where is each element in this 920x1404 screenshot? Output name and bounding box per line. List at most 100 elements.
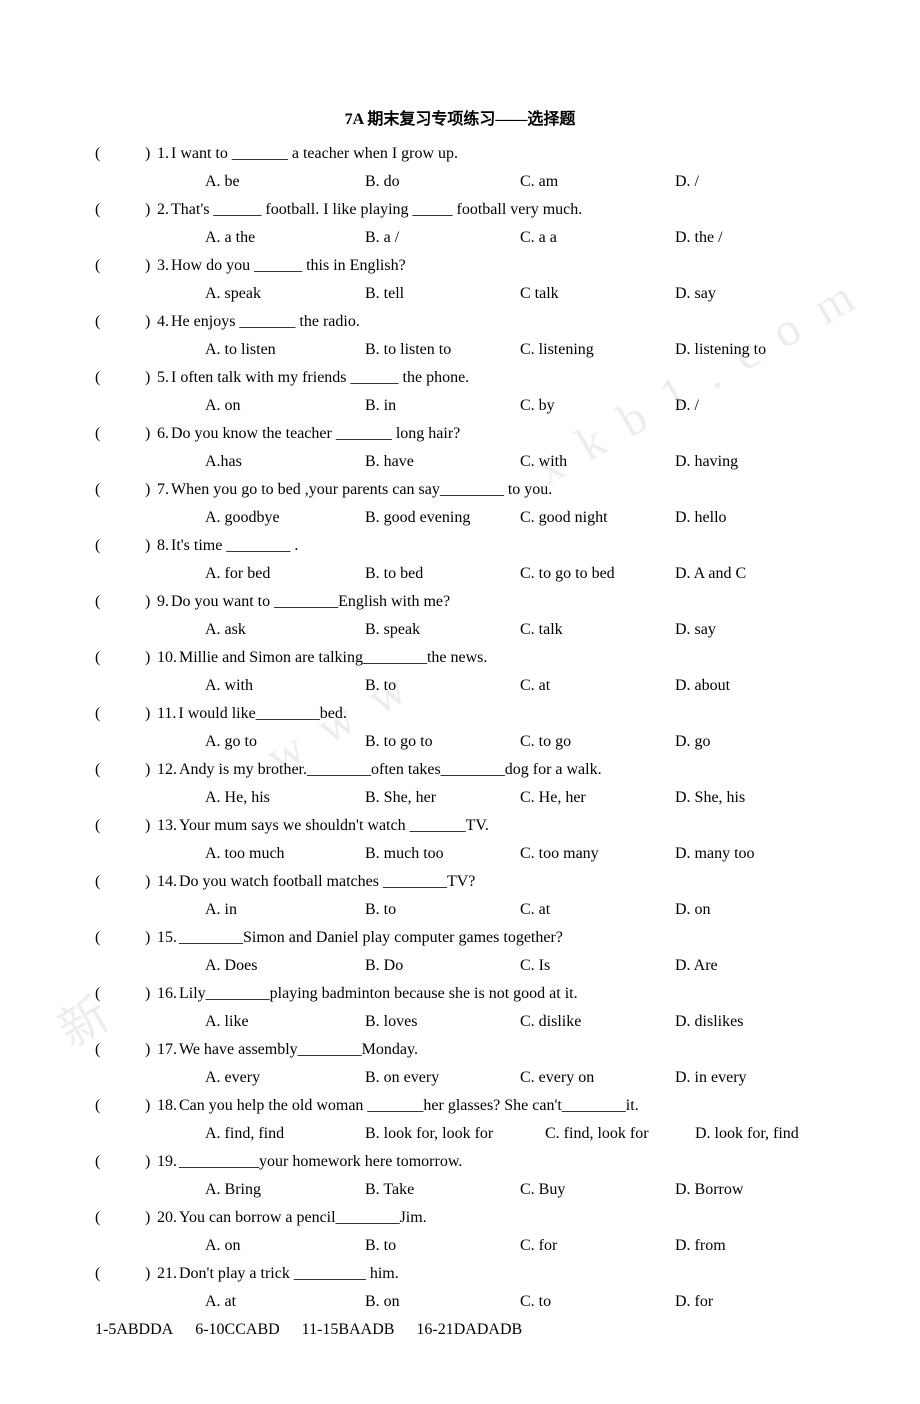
option-c[interactable]: C. to go bbox=[520, 728, 675, 756]
option-d[interactable]: D. Are bbox=[675, 952, 718, 980]
option-a[interactable]: A. speak bbox=[205, 280, 365, 308]
option-b[interactable]: B. to bbox=[365, 672, 520, 700]
question-stem-line: () 13. Your mum says we shouldn't watch … bbox=[95, 812, 825, 840]
question-number: 16. bbox=[157, 980, 177, 1008]
option-a[interactable]: A. Bring bbox=[205, 1176, 365, 1204]
answer-range-1: 1-5ABDDA bbox=[95, 1321, 173, 1338]
option-d[interactable]: D. the / bbox=[675, 224, 723, 252]
option-a[interactable]: A. goodbye bbox=[205, 504, 365, 532]
option-c[interactable]: C. He, her bbox=[520, 784, 675, 812]
option-c[interactable]: C. at bbox=[520, 896, 675, 924]
answer-range-4: 16-21DADADB bbox=[416, 1321, 522, 1338]
option-d[interactable]: D. go bbox=[675, 728, 711, 756]
option-d[interactable]: D. / bbox=[675, 168, 699, 196]
option-c[interactable]: C. at bbox=[520, 672, 675, 700]
option-c[interactable]: C talk bbox=[520, 280, 675, 308]
option-d[interactable]: D. for bbox=[675, 1288, 713, 1316]
option-d[interactable]: D. on bbox=[675, 896, 711, 924]
option-a[interactable]: A. at bbox=[205, 1288, 365, 1316]
option-d[interactable]: D. hello bbox=[675, 504, 727, 532]
option-a[interactable]: A. find, find bbox=[205, 1120, 365, 1148]
option-b[interactable]: B. Take bbox=[365, 1176, 520, 1204]
option-a[interactable]: A. every bbox=[205, 1064, 365, 1092]
option-c[interactable]: C. a a bbox=[520, 224, 675, 252]
option-c[interactable]: C. good night bbox=[520, 504, 675, 532]
option-b[interactable]: B. do bbox=[365, 168, 520, 196]
option-b[interactable]: B. much too bbox=[365, 840, 520, 868]
question-stem: Your mum says we shouldn't watch _______… bbox=[179, 812, 489, 840]
option-c[interactable]: C. to go to bed bbox=[520, 560, 675, 588]
option-c[interactable]: C. Is bbox=[520, 952, 675, 980]
option-b[interactable]: B. tell bbox=[365, 280, 520, 308]
option-d[interactable]: D. having bbox=[675, 448, 738, 476]
question-stem: When you go to bed ,your parents can say… bbox=[171, 476, 552, 504]
question-item: () 15. ________Simon and Daniel play com… bbox=[95, 924, 825, 980]
option-b[interactable]: B. Do bbox=[365, 952, 520, 980]
option-d[interactable]: D. / bbox=[675, 392, 699, 420]
option-c[interactable]: C. to bbox=[520, 1288, 675, 1316]
option-a[interactable]: A. too much bbox=[205, 840, 365, 868]
option-b[interactable]: B. on every bbox=[365, 1064, 520, 1092]
option-d[interactable]: D. many too bbox=[675, 840, 755, 868]
option-a[interactable]: A. go to bbox=[205, 728, 365, 756]
option-d[interactable]: D. about bbox=[675, 672, 730, 700]
option-d[interactable]: D. say bbox=[675, 616, 716, 644]
option-d[interactable]: D. dislikes bbox=[675, 1008, 743, 1036]
option-b[interactable]: B. look for, look for bbox=[365, 1120, 545, 1148]
option-c[interactable]: C. by bbox=[520, 392, 675, 420]
option-a[interactable]: A. for bed bbox=[205, 560, 365, 588]
question-stem-line: () 7. When you go to bed ,your parents c… bbox=[95, 476, 825, 504]
question-stem: Lily________playing badminton because sh… bbox=[179, 980, 578, 1008]
option-a[interactable]: A. like bbox=[205, 1008, 365, 1036]
option-d[interactable]: D. Borrow bbox=[675, 1176, 743, 1204]
option-a[interactable]: A. on bbox=[205, 1232, 365, 1260]
option-d[interactable]: D. from bbox=[675, 1232, 726, 1260]
option-a[interactable]: A. ask bbox=[205, 616, 365, 644]
option-a[interactable]: A.has bbox=[205, 448, 365, 476]
option-c[interactable]: C. with bbox=[520, 448, 675, 476]
option-d[interactable]: D. She, his bbox=[675, 784, 745, 812]
option-b[interactable]: B. good evening bbox=[365, 504, 520, 532]
option-b[interactable]: B. to listen to bbox=[365, 336, 520, 364]
option-b[interactable]: B. a / bbox=[365, 224, 520, 252]
option-c[interactable]: C. for bbox=[520, 1232, 675, 1260]
option-b[interactable]: B. to bed bbox=[365, 560, 520, 588]
question-item: () 17. We have assembly________Monday.A.… bbox=[95, 1036, 825, 1092]
option-b[interactable]: B. in bbox=[365, 392, 520, 420]
option-a[interactable]: A. with bbox=[205, 672, 365, 700]
option-c[interactable]: C. find, look for bbox=[545, 1120, 695, 1148]
question-number: 18. bbox=[157, 1092, 177, 1120]
option-b[interactable]: B. to go to bbox=[365, 728, 520, 756]
option-a[interactable]: A. a the bbox=[205, 224, 365, 252]
question-item: () 4. He enjoys _______ the radio.A. to … bbox=[95, 308, 825, 364]
option-d[interactable]: D. say bbox=[675, 280, 716, 308]
option-c[interactable]: C. dislike bbox=[520, 1008, 675, 1036]
option-a[interactable]: A. in bbox=[205, 896, 365, 924]
option-b[interactable]: B. loves bbox=[365, 1008, 520, 1036]
paren-open: ( bbox=[95, 252, 107, 280]
option-c[interactable]: C. too many bbox=[520, 840, 675, 868]
option-b[interactable]: B. to bbox=[365, 1232, 520, 1260]
option-d[interactable]: D. listening to bbox=[675, 336, 766, 364]
option-d[interactable]: D. in every bbox=[675, 1064, 747, 1092]
option-d[interactable]: D. A and C bbox=[675, 560, 746, 588]
option-c[interactable]: C. Buy bbox=[520, 1176, 675, 1204]
option-c[interactable]: C. listening bbox=[520, 336, 675, 364]
option-a[interactable]: A. on bbox=[205, 392, 365, 420]
option-b[interactable]: B. have bbox=[365, 448, 520, 476]
option-a[interactable]: A. to listen bbox=[205, 336, 365, 364]
option-b[interactable]: B. on bbox=[365, 1288, 520, 1316]
question-number: 5. bbox=[157, 364, 169, 392]
option-a[interactable]: A. Does bbox=[205, 952, 365, 980]
options-row: A. find, findB. look for, look forC. fin… bbox=[205, 1120, 825, 1148]
option-a[interactable]: A. be bbox=[205, 168, 365, 196]
option-b[interactable]: B. She, her bbox=[365, 784, 520, 812]
options-row: A. everyB. on everyC. every onD. in ever… bbox=[205, 1064, 825, 1092]
option-b[interactable]: B. speak bbox=[365, 616, 520, 644]
option-a[interactable]: A. He, his bbox=[205, 784, 365, 812]
option-c[interactable]: C. every on bbox=[520, 1064, 675, 1092]
option-d[interactable]: D. look for, find bbox=[695, 1120, 799, 1148]
option-c[interactable]: C. am bbox=[520, 168, 675, 196]
option-c[interactable]: C. talk bbox=[520, 616, 675, 644]
option-b[interactable]: B. to bbox=[365, 896, 520, 924]
